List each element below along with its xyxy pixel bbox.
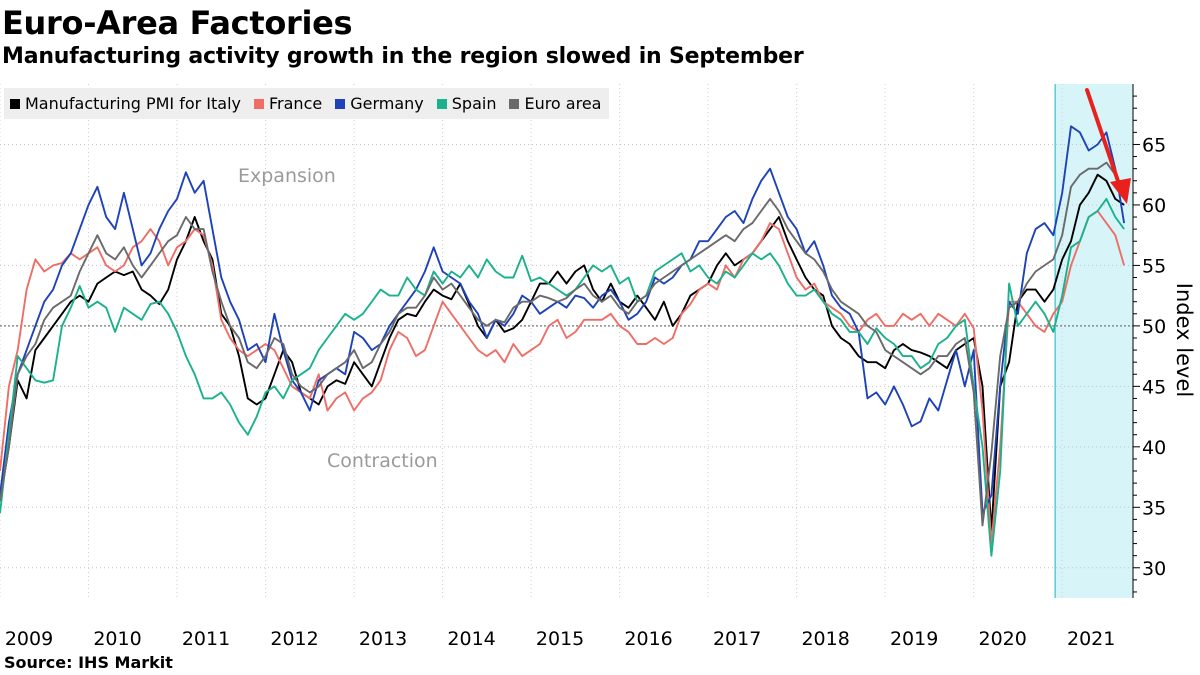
series-line-france: [0, 210, 1126, 545]
x-tick-label: 2014: [447, 628, 495, 650]
legend-swatch: [335, 98, 346, 109]
y-tick-label: 30: [1142, 558, 1166, 580]
legend-swatch: [436, 98, 447, 109]
series-line-spain: [0, 197, 1125, 557]
legend: Manufacturing PMI for Italy France Germany…: [4, 88, 610, 119]
legend-swatch: [254, 98, 264, 109]
highlight-band: [1055, 84, 1133, 598]
y-tick-label: 65: [1142, 134, 1166, 156]
legend-label: France: [269, 94, 323, 113]
series-line-euro: [0, 161, 1125, 527]
legend-item-euro: Euro area: [509, 94, 601, 113]
trend-arrow: [1085, 88, 1131, 204]
x-tick-label: 2009: [5, 628, 53, 650]
arrow-shaft: [1085, 88, 1121, 186]
arrow-head: [1110, 178, 1131, 204]
legend-item-spain: Spain: [436, 94, 497, 113]
contraction-annotation: Contraction: [327, 450, 438, 472]
y-tick-label: 55: [1142, 255, 1166, 277]
expansion-annotation: Expansion: [238, 165, 336, 187]
x-tick-label: 2021: [1067, 628, 1115, 650]
x-tick-label: 2015: [536, 628, 584, 650]
x-tick-label: 2010: [93, 628, 141, 650]
highlight-region: [1054, 84, 1133, 598]
x-tick-label: 2020: [978, 628, 1026, 650]
x-tick-label: 2016: [624, 628, 672, 650]
x-tick-label: 2011: [182, 628, 230, 650]
legend-label: Spain: [451, 94, 497, 113]
x-tick-label: 2018: [801, 628, 849, 650]
legend-swatch: [10, 98, 20, 109]
chart-title: Euro-Area Factories: [2, 4, 353, 42]
x-tick-label: 2013: [359, 628, 407, 650]
chart-subtitle: Manufacturing activity growth in the reg…: [2, 44, 804, 69]
legend-item-germany: Germany: [335, 94, 424, 113]
legend-item-france: France: [254, 94, 322, 113]
legend-swatch: [509, 98, 520, 109]
source-note: Source: IHS Markit: [4, 653, 173, 672]
y-tick-label: 60: [1142, 195, 1166, 217]
gridlines: [0, 84, 1133, 598]
x-tick-label: 2019: [890, 628, 938, 650]
y-tick-label: 45: [1142, 376, 1166, 398]
legend-label: Euro area: [524, 94, 602, 113]
series-line-italy: [0, 173, 1125, 533]
axes: 30 35 40 45 50 55 60 65 2009 2010 2011 2012 2013 2014…: [5, 84, 1166, 650]
y-tick-label: 50: [1142, 316, 1166, 338]
y-axis-label: Index level: [1172, 283, 1196, 397]
y-tick-label: 40: [1142, 437, 1166, 459]
y-tick-label: 35: [1142, 497, 1166, 519]
series-lines: [0, 125, 1126, 557]
legend-label: Manufacturing PMI for Italy: [25, 94, 241, 113]
series-line-germany: [0, 125, 1126, 515]
x-tick-label: 2017: [713, 628, 761, 650]
legend-item-italy: Manufacturing PMI for Italy: [10, 94, 241, 113]
x-tick-label: 2012: [270, 628, 318, 650]
legend-label: Germany: [350, 94, 424, 113]
